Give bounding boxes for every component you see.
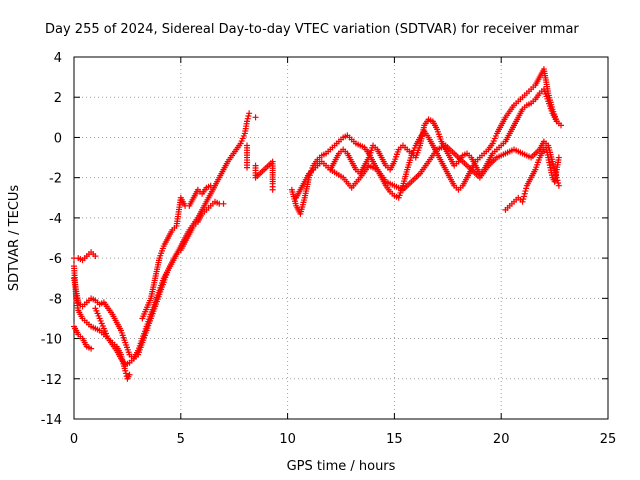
y-tick-label: 2 [54, 91, 62, 106]
x-tick-label: 5 [177, 432, 185, 447]
y-tick-label: -6 [49, 252, 62, 267]
plot-frame [73, 56, 609, 420]
x-tick-label: 0 [70, 432, 78, 447]
data-point [522, 188, 529, 195]
data-point [207, 182, 214, 189]
axis-ticks: 0 5 10 15 20 25 -14 -12 -10 -8 -6 -4 -2 0 2 4 [41, 51, 617, 447]
data-point [88, 345, 95, 352]
x-tick-label: 15 [386, 432, 403, 447]
data-point [555, 182, 562, 189]
y-tick-label: -12 [41, 373, 62, 388]
data-point [558, 122, 565, 129]
data-point [523, 185, 530, 192]
y-tick-label: 0 [54, 131, 62, 146]
y-tick-label: -14 [41, 413, 62, 428]
data-points [71, 66, 565, 382]
data-point [244, 164, 251, 171]
data-point [519, 198, 526, 205]
x-tick-label: 10 [279, 432, 296, 447]
data-point [520, 196, 527, 203]
data-point [244, 118, 251, 125]
y-tick-label: -8 [49, 292, 62, 307]
data-point [553, 118, 560, 125]
data-point [122, 370, 129, 377]
data-point [126, 371, 133, 378]
y-axis-label: SDTVAR / TECUs [7, 185, 22, 292]
data-point [92, 253, 99, 260]
chart-title: Day 255 of 2024, Sidereal Day-to-day VTE… [45, 22, 579, 37]
x-tick-label: 25 [600, 432, 617, 447]
grid [74, 57, 608, 419]
x-axis-label: GPS time / hours [287, 459, 396, 474]
data-point [244, 115, 251, 122]
data-point [521, 190, 528, 197]
data-point [220, 200, 227, 207]
data-point [555, 154, 562, 161]
data-point [555, 180, 562, 187]
x-tick-label: 20 [493, 432, 510, 447]
data-point [252, 114, 259, 121]
data-point [122, 367, 129, 374]
y-tick-label: -10 [41, 333, 62, 348]
data-point [246, 110, 253, 117]
data-point [520, 193, 527, 200]
y-tick-label: -2 [49, 172, 62, 187]
data-point [245, 112, 252, 119]
data-point [269, 186, 276, 193]
y-tick-label: 4 [54, 51, 62, 66]
y-tick-label: -4 [49, 212, 62, 227]
